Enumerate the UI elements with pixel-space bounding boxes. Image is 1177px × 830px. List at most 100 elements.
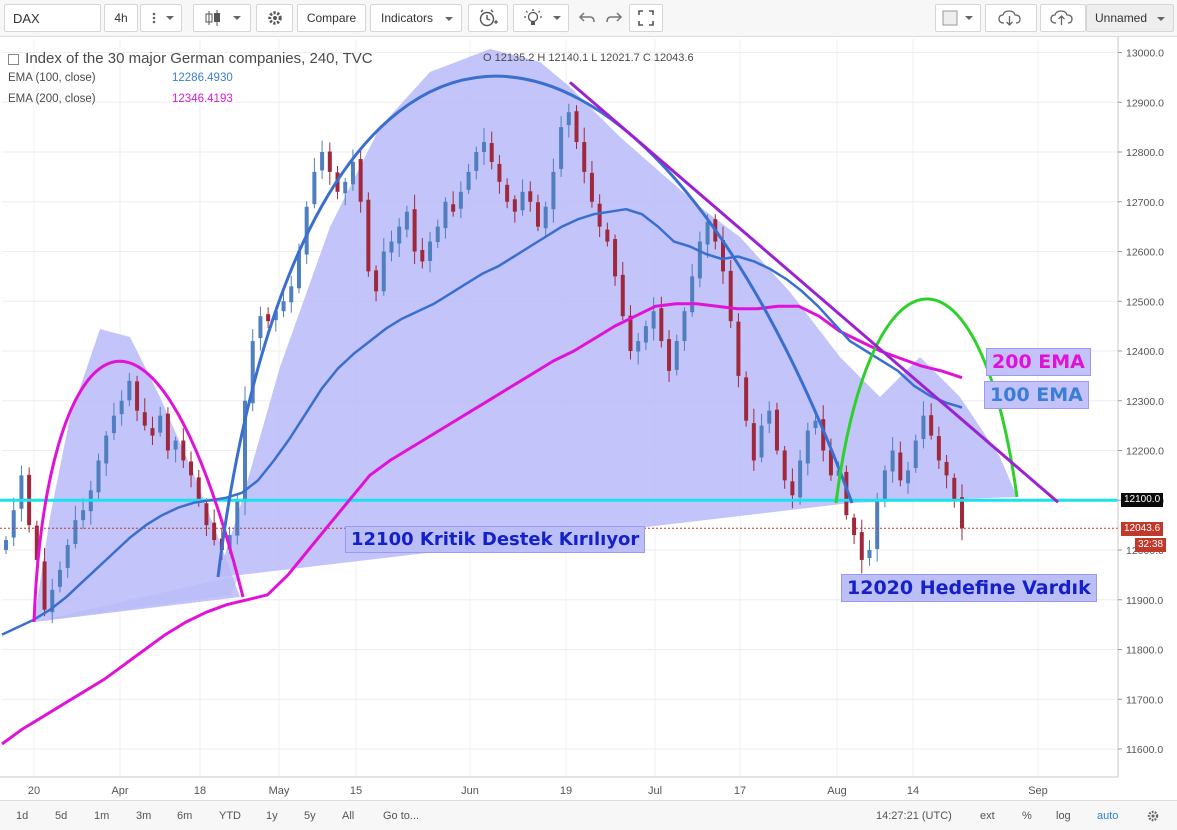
- range-all[interactable]: All: [342, 810, 355, 822]
- auto-toggle[interactable]: auto: [1097, 810, 1119, 822]
- ema100-legend: EMA (100, close) 12286.4930: [8, 72, 233, 84]
- layout-color-button[interactable]: [935, 4, 981, 32]
- range-5y[interactable]: 5y: [304, 810, 316, 822]
- candle-body: [566, 112, 571, 126]
- interval-dropdown[interactable]: [140, 4, 182, 32]
- top-toolbar: DAX 4h Compare Indicators Unnamed: [0, 0, 1177, 37]
- candle-body: [836, 470, 841, 476]
- save-layout-button[interactable]: [1040, 4, 1086, 32]
- candle-body: [474, 152, 479, 171]
- range-3m[interactable]: 3m: [136, 810, 152, 822]
- candle-body: [266, 314, 271, 322]
- collapse-legend-icon[interactable]: [8, 53, 19, 65]
- candle-body: [397, 226, 402, 244]
- candle-body: [142, 412, 147, 426]
- price-chart[interactable]: 11600.011700.011800.011900.012000.012100…: [0, 37, 1177, 800]
- log-toggle[interactable]: log: [1056, 810, 1071, 822]
- candle-body: [952, 477, 957, 501]
- candle-body: [960, 497, 964, 529]
- candle-body: [258, 316, 263, 339]
- candle-body: [243, 400, 247, 502]
- candle-body: [852, 517, 857, 536]
- symbol-search-input[interactable]: DAX: [4, 4, 101, 32]
- candle-body: [929, 415, 934, 436]
- cloud-download-icon: [998, 10, 1021, 26]
- theme-button[interactable]: [513, 4, 569, 32]
- range-6m[interactable]: 6m: [177, 810, 193, 822]
- load-layout-button[interactable]: [985, 4, 1037, 32]
- fullscreen-button[interactable]: [629, 4, 663, 32]
- time-tick-label: May: [269, 785, 290, 797]
- range-5d[interactable]: 5d: [55, 810, 68, 822]
- candle-body: [366, 199, 371, 272]
- candle-body: [296, 251, 301, 289]
- undo-button[interactable]: [573, 4, 600, 32]
- ext-toggle[interactable]: ext: [980, 810, 995, 822]
- price-tick-label: 11900.0: [1126, 595, 1163, 607]
- candle-body: [165, 413, 170, 451]
- candle-body: [181, 440, 186, 461]
- percent-toggle[interactable]: %: [1022, 810, 1032, 822]
- fullscreen-icon: [638, 10, 654, 26]
- candle-body: [636, 341, 641, 352]
- ohlc-values: O 12135.2 H 12140.1 L 12021.7 C 12043.6: [483, 52, 694, 64]
- chart-style-button[interactable]: [193, 4, 251, 32]
- candle-body: [451, 204, 456, 212]
- redo-button[interactable]: [600, 4, 627, 32]
- neckline-area: [34, 575, 240, 622]
- layout-name-button[interactable]: Unnamed: [1086, 4, 1174, 32]
- candle-body: [674, 341, 679, 370]
- candle-body: [189, 461, 194, 476]
- candle-body: [458, 191, 463, 209]
- lightbulb-icon: [524, 9, 561, 25]
- time-tick-label: 15: [350, 785, 362, 797]
- candle-body: [289, 286, 294, 303]
- gear-icon: [267, 11, 282, 25]
- candle-body: [751, 423, 756, 461]
- range-1y[interactable]: 1y: [266, 810, 278, 822]
- goto-button[interactable]: Go to...: [383, 810, 420, 822]
- candle-body: [57, 569, 62, 587]
- candle-body: [613, 239, 618, 277]
- candle-body: [158, 415, 163, 433]
- range-ytd[interactable]: YTD: [219, 810, 241, 822]
- candle-body: [320, 152, 325, 171]
- candle-body: [65, 545, 70, 568]
- candle-body: [767, 410, 772, 424]
- candle-body: [574, 111, 579, 143]
- compare-button[interactable]: Compare: [297, 4, 366, 32]
- range-1d[interactable]: 1d: [16, 810, 29, 822]
- candle-body: [81, 510, 86, 521]
- gear-icon[interactable]: [1146, 809, 1160, 823]
- candle-body: [559, 127, 564, 169]
- settings-button[interactable]: [256, 4, 293, 32]
- alert-button[interactable]: [468, 4, 508, 32]
- candle-body: [374, 270, 379, 292]
- candle-body: [875, 500, 880, 550]
- range-1m[interactable]: 1m: [94, 810, 110, 822]
- candle-body: [944, 461, 949, 476]
- candle-body: [721, 240, 725, 272]
- price-tick-label: 12600.0: [1126, 247, 1164, 259]
- candles: [4, 103, 964, 624]
- annotation-support: 12100 Kritik Destek Kırılıyor: [345, 526, 646, 553]
- candle-body: [96, 460, 101, 493]
- price-tick-label: 12900.0: [1126, 97, 1164, 109]
- time-tick-label: Aug: [827, 785, 847, 797]
- square-color-icon: [942, 10, 973, 26]
- bottom-toolbar: 1d 5d 1m 3m 6m YTD 1y 5y All Go to... 14…: [0, 800, 1177, 830]
- price-tick-label: 12400.0: [1126, 346, 1164, 358]
- candle-body: [628, 315, 633, 351]
- candle-body: [597, 203, 602, 227]
- candle-body: [420, 250, 425, 262]
- candle-body: [744, 377, 749, 421]
- candle-body: [551, 171, 556, 210]
- candle-body: [582, 142, 587, 172]
- price-tick-label: 12700.0: [1126, 197, 1164, 209]
- interval-button[interactable]: 4h: [104, 4, 138, 32]
- candle-body: [705, 221, 710, 245]
- indicators-button[interactable]: Indicators: [370, 4, 462, 32]
- candle-body: [605, 229, 610, 242]
- candle-body: [250, 341, 255, 404]
- candle-body: [798, 460, 803, 498]
